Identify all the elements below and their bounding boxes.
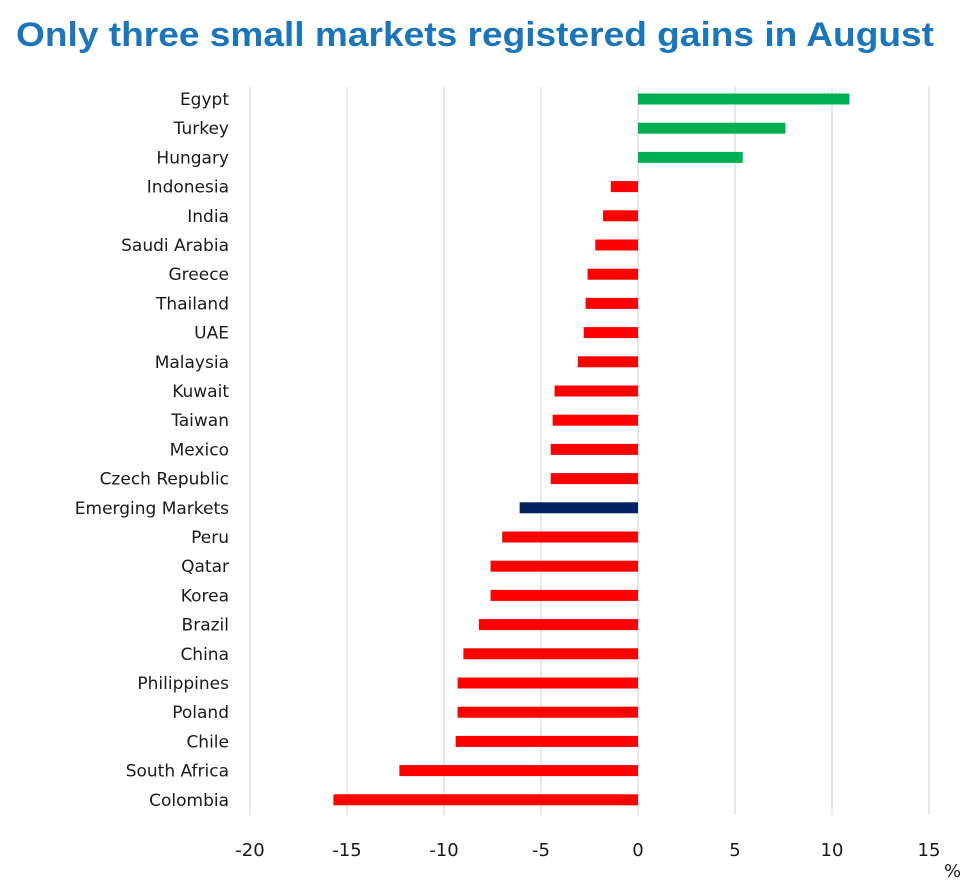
category-label-taiwan: Taiwan: [170, 411, 229, 431]
category-label-malaysia: Malaysia: [155, 353, 229, 373]
category-label-china: China: [180, 645, 229, 665]
bar-philippines: [457, 677, 638, 689]
category-label-brazil: Brazil: [182, 616, 229, 636]
category-label-emerging-markets: Emerging Markets: [75, 499, 229, 519]
x-tick-label: -5: [532, 840, 550, 861]
bar-south-africa: [399, 765, 638, 777]
category-label-greece: Greece: [168, 265, 229, 285]
category-labels: Egypt Turkey Hungary Indonesia India Saudi Ar…: [75, 90, 230, 811]
bar-indonesia: [610, 181, 638, 193]
bar-greece: [587, 268, 638, 280]
category-label-india: India: [187, 207, 229, 227]
bar-peru: [502, 531, 638, 543]
chart-title: Only three small markets registered gain…: [16, 16, 934, 54]
bars: [333, 93, 850, 806]
bar-chile: [455, 735, 638, 747]
bar-uae: [583, 327, 638, 339]
bar-korea: [490, 589, 638, 601]
category-label-hungary: Hungary: [156, 148, 229, 168]
category-label-peru: Peru: [191, 528, 229, 548]
category-label-kuwait: Kuwait: [172, 382, 229, 402]
bar-colombia: [333, 794, 638, 806]
bar-india: [603, 210, 638, 222]
category-label-korea: Korea: [181, 586, 229, 606]
bar-poland: [457, 706, 638, 718]
category-label-philippines: Philippines: [137, 674, 229, 694]
bar-brazil: [478, 619, 638, 631]
category-label-egypt: Egypt: [180, 90, 229, 110]
category-label-indonesia: Indonesia: [147, 178, 229, 198]
x-tick-label: 5: [729, 840, 740, 861]
x-axis-tick-labels: -20 -15 -10 -5 0 5 10 15: [235, 840, 940, 861]
bar-taiwan: [552, 414, 638, 426]
bar-hungary: [638, 151, 743, 163]
x-axis-unit-label: %: [944, 861, 961, 882]
bar-thailand: [585, 297, 638, 309]
bar-egypt: [638, 93, 850, 105]
bar-czech-republic: [550, 473, 638, 485]
category-label-thailand: Thailand: [155, 294, 229, 314]
bar-malaysia: [577, 356, 638, 368]
category-label-poland: Poland: [172, 703, 229, 723]
bar-mexico: [550, 443, 638, 455]
category-label-saudi-arabia: Saudi Arabia: [121, 236, 229, 256]
bar-kuwait: [554, 385, 638, 397]
category-label-colombia: Colombia: [149, 791, 229, 811]
bar-qatar: [490, 560, 638, 572]
x-tick-label: 15: [918, 840, 941, 861]
bar-saudi-arabia: [595, 239, 638, 251]
bar-turkey: [638, 122, 786, 134]
category-label-chile: Chile: [186, 732, 229, 752]
x-tick-label: -20: [235, 840, 264, 861]
category-label-uae: UAE: [194, 324, 229, 344]
category-label-czech-republic: Czech Republic: [100, 470, 229, 490]
x-tick-label: 0: [632, 840, 643, 861]
category-label-south-africa: South Africa: [126, 762, 229, 782]
x-tick-label: -10: [429, 840, 458, 861]
category-label-mexico: Mexico: [170, 440, 229, 460]
bar-china: [463, 648, 638, 660]
category-label-turkey: Turkey: [173, 119, 229, 139]
bar-emerging-markets: [519, 502, 638, 514]
category-label-qatar: Qatar: [181, 557, 229, 577]
x-tick-label: 10: [821, 840, 844, 861]
x-tick-label: -15: [332, 840, 361, 861]
